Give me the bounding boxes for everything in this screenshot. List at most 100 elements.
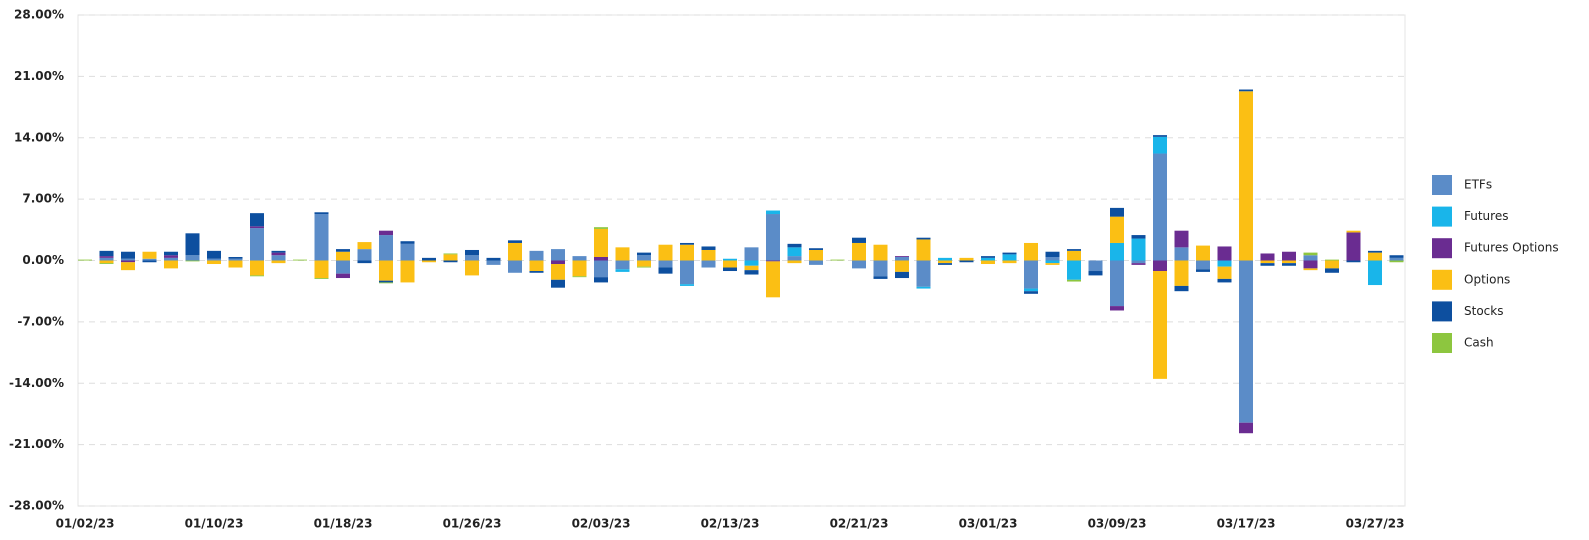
bar-segment — [1024, 288, 1038, 292]
bar-segment — [164, 260, 178, 269]
bar-segment — [336, 273, 350, 279]
bar-segment — [1217, 246, 1232, 261]
bar-segment — [594, 256, 608, 261]
bar-segment — [379, 282, 393, 284]
bar-segment — [357, 242, 372, 250]
x-tick-label: 01/02/23 — [56, 517, 115, 531]
bar-segment — [99, 260, 114, 264]
bar-segment — [1024, 242, 1038, 261]
legend-swatch — [1432, 175, 1452, 195]
bar-segment — [615, 260, 630, 270]
bar-segment — [1239, 91, 1253, 261]
bar-segment — [185, 233, 200, 256]
bar-segment — [99, 263, 114, 265]
bar-segment — [465, 249, 479, 256]
bar-segment — [486, 257, 501, 261]
bar-segment — [1002, 252, 1017, 255]
x-tick-label: 03/17/23 — [1217, 517, 1276, 531]
bar-segment — [916, 239, 931, 261]
bar-segment — [336, 251, 350, 261]
bar-segment — [1303, 268, 1318, 271]
bar-segment — [142, 251, 157, 259]
bar-segment — [1346, 232, 1361, 261]
bar-segment — [121, 262, 135, 271]
bar-segment — [615, 269, 630, 272]
bar-segment — [981, 260, 995, 265]
legend-swatch — [1432, 206, 1452, 227]
bar-segment — [572, 256, 587, 261]
bar-segment — [207, 258, 221, 261]
bar-segment — [809, 260, 823, 265]
bar-segment — [486, 260, 501, 265]
bar-segment — [1174, 260, 1189, 286]
bar-segment — [1239, 89, 1253, 92]
bar-segment — [637, 260, 651, 267]
bar-segment — [357, 249, 372, 261]
bar-segment — [766, 261, 780, 298]
bar-segment — [1346, 230, 1361, 233]
bar-segment — [1067, 250, 1081, 261]
bar-segment — [787, 243, 802, 248]
bar-segment — [766, 260, 780, 262]
bar-segment — [723, 267, 737, 272]
bar-segment — [1368, 260, 1382, 286]
x-tick-label: 03/27/23 — [1346, 517, 1405, 531]
bar-segment — [508, 240, 522, 243]
bar-segment — [1153, 271, 1167, 379]
legend-swatch — [1432, 238, 1452, 259]
bar-segment — [787, 256, 802, 261]
bar-segment — [1024, 260, 1038, 289]
bar-segment — [680, 260, 694, 285]
bar-segment — [1239, 260, 1253, 423]
bar-segment — [830, 259, 845, 261]
bar-segment — [1131, 263, 1146, 265]
y-tick-label: -21.00% — [9, 437, 64, 451]
bar-segment — [1282, 251, 1296, 261]
bar-segment — [895, 271, 909, 279]
bar-segment — [250, 228, 264, 261]
bar-segment — [1303, 255, 1318, 261]
bar-segment — [379, 235, 393, 261]
bar-segment — [400, 241, 415, 244]
bar-segment — [99, 256, 114, 258]
bar-segment — [228, 258, 243, 261]
bar-segment — [916, 260, 931, 287]
legend-label: Options — [1464, 272, 1510, 286]
bar-segment — [744, 260, 759, 266]
bar-segment — [1389, 257, 1404, 261]
bar-segment — [422, 260, 436, 263]
bar-segment — [1131, 260, 1146, 264]
bar-segment — [1153, 135, 1167, 137]
bar-segment — [271, 255, 286, 261]
bar-segment — [787, 247, 802, 257]
legend-label: Futures — [1464, 209, 1508, 223]
bar-segment — [572, 260, 587, 277]
x-tick-label: 03/01/23 — [959, 517, 1018, 531]
bar-segment — [551, 279, 565, 288]
bar-segment — [336, 249, 350, 252]
bar-segment — [938, 263, 952, 265]
bar-segment — [465, 255, 479, 261]
bar-segment — [293, 259, 307, 261]
bar-segment — [873, 244, 888, 261]
bar-segment — [895, 256, 909, 257]
bar-segment — [701, 260, 716, 268]
bar-segment — [551, 260, 565, 265]
bar-segment — [250, 213, 264, 227]
bar-segment — [981, 256, 995, 258]
bar-segment — [1045, 251, 1060, 257]
bar-segment — [443, 260, 458, 263]
bar-segment — [1110, 207, 1124, 217]
bar-segment — [1260, 260, 1275, 264]
bar-segment — [185, 260, 200, 262]
bar-segment — [1346, 260, 1361, 263]
bar-segment — [529, 250, 544, 261]
legend-label: Futures Options — [1464, 241, 1559, 255]
legend-swatch — [1432, 333, 1452, 353]
bar-segment — [637, 266, 651, 268]
bar-segment — [1282, 263, 1296, 266]
x-tick-label: 02/21/23 — [830, 517, 889, 531]
bar-segment — [443, 253, 458, 255]
bar-segment — [680, 242, 694, 245]
bar-segment — [852, 242, 866, 261]
